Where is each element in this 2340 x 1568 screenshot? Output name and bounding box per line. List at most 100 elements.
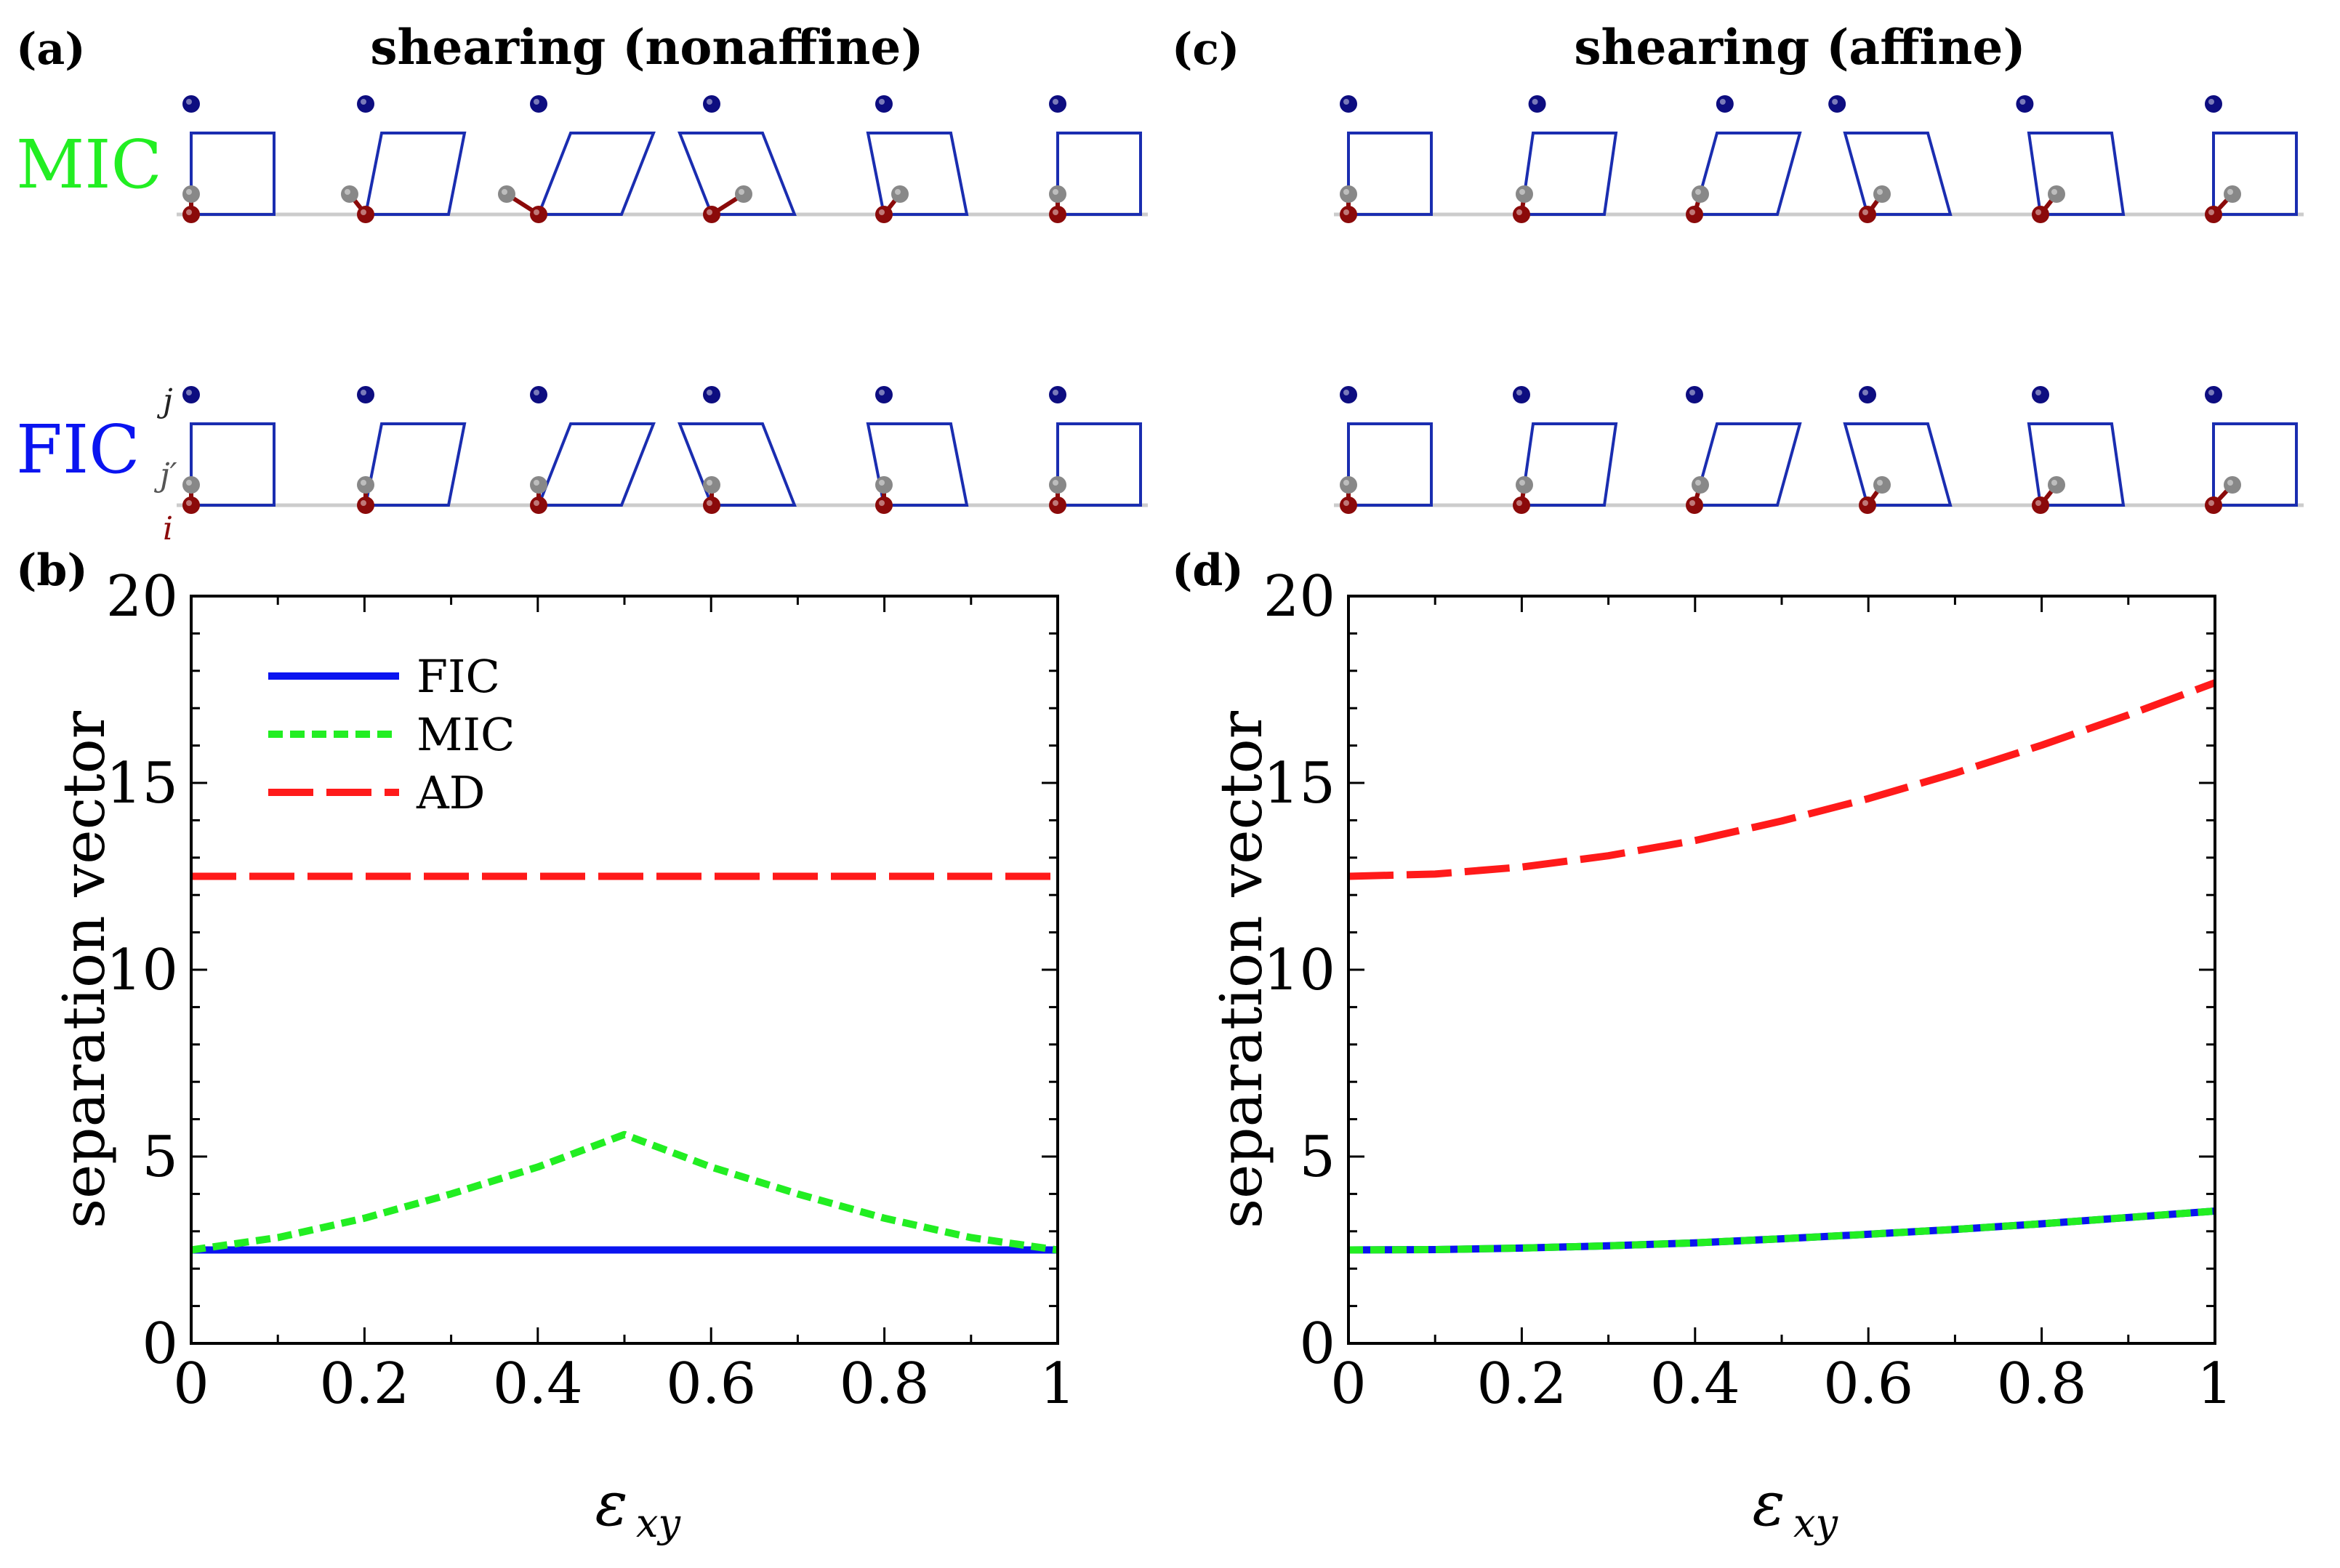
y-tick-label: 15 — [1263, 751, 1335, 816]
cell-box — [1692, 422, 1802, 507]
atom-jprime-shine — [186, 189, 192, 195]
atom-i-shine — [879, 500, 885, 506]
atom-jprime — [1049, 476, 1066, 494]
atom-i-shine — [2035, 209, 2041, 215]
y-axis-label: separation vector — [1207, 710, 1275, 1229]
atom-i — [2205, 206, 2222, 223]
atom-jprime-shine — [1053, 480, 1058, 486]
x-tick-label: 1 — [2197, 1351, 2233, 1417]
atom-i — [530, 496, 547, 514]
y-tick-label: 10 — [106, 938, 178, 1003]
atom-i-shine — [186, 209, 192, 215]
panel-label-b: (b) — [16, 545, 88, 596]
atom-i — [1686, 206, 1703, 223]
cell-box — [1843, 422, 1953, 507]
y-tick-label: 10 — [1263, 938, 1335, 1003]
title-nonaffine: shearing (nonaffine) — [370, 19, 923, 76]
atom-jprime — [2224, 476, 2241, 494]
cell-box — [190, 422, 276, 507]
legend-label-mic: MIC — [417, 708, 515, 761]
atom-i-shine — [1689, 500, 1695, 506]
atom-jprime-shine — [2227, 480, 2233, 486]
y-tick-label: 20 — [106, 564, 178, 630]
y-tick-label: 0 — [1299, 1311, 1335, 1377]
atom-i — [1859, 206, 1876, 223]
atom-jprime-shine — [895, 189, 901, 195]
atom-i — [1686, 496, 1703, 514]
atom-jprime-shine — [1877, 189, 1883, 195]
atom-jprime — [891, 185, 909, 203]
atom-j — [530, 95, 547, 113]
title-affine: shearing (affine) — [1574, 19, 2025, 76]
atom-i — [2205, 496, 2222, 514]
y-tick-label: 5 — [1299, 1125, 1335, 1190]
atom-j — [1049, 95, 1066, 113]
atom-j — [1049, 386, 1066, 403]
row-label-fic: FIC — [16, 411, 140, 489]
x-axis-label-sub: xy — [636, 1500, 681, 1546]
atom-i-shine — [707, 500, 712, 506]
atom-i — [182, 496, 200, 514]
atom-jprime-shine — [534, 480, 539, 486]
atom-j-shine — [1719, 99, 1726, 105]
atom-j-shine — [534, 99, 539, 105]
atom-i-shine — [361, 209, 366, 215]
atom-jprime — [1340, 185, 1357, 203]
atom-j — [182, 386, 200, 403]
atom-j — [1828, 95, 1846, 113]
atom-j — [703, 95, 720, 113]
cell-box — [1692, 132, 1802, 216]
atom-j — [1340, 95, 1357, 113]
atom-jprime — [530, 476, 547, 494]
atom-j-shine — [1832, 99, 1838, 105]
y-tick-label: 15 — [106, 751, 178, 816]
atom-j — [1340, 386, 1357, 403]
atom-jprime — [341, 185, 358, 203]
y-tick-label: 0 — [142, 1311, 178, 1377]
atom-i — [1859, 496, 1876, 514]
x-tick-label: 0.2 — [319, 1351, 409, 1417]
cell-box — [190, 132, 276, 216]
atom-j-shine — [1689, 390, 1695, 395]
x-tick-label: 1 — [1040, 1351, 1076, 1417]
x-tick-label: 0.8 — [1997, 1351, 2087, 1417]
atom-j — [1686, 386, 1703, 403]
y-tick-label: 5 — [142, 1125, 178, 1190]
atom-j — [1859, 386, 1876, 403]
atom-label-jprime: j′ — [153, 457, 177, 494]
atom-i-shine — [2208, 500, 2214, 506]
row-label-mic: MIC — [16, 126, 162, 204]
cell-box — [536, 422, 656, 507]
x-tick-label: 0.8 — [840, 1351, 930, 1417]
atom-jprime — [357, 476, 374, 494]
atom-i-shine — [1343, 500, 1349, 506]
x-axis-label-sub: xy — [1793, 1500, 1838, 1546]
cell-box — [1056, 132, 1142, 216]
series-mic — [190, 1130, 1058, 1254]
cell-box — [678, 422, 797, 507]
x-tick-label: 0 — [173, 1351, 209, 1417]
atom-i — [1513, 206, 1530, 223]
atom-j — [182, 95, 200, 113]
atom-j-shine — [361, 99, 366, 105]
atom-j-shine — [1343, 99, 1349, 105]
atom-j-shine — [2019, 99, 2026, 105]
atom-j-shine — [2208, 390, 2214, 395]
cell-box — [1519, 422, 1618, 507]
atom-jprime — [875, 476, 893, 494]
atom-jprime — [1692, 476, 1709, 494]
legend-label-ad: AD — [416, 766, 485, 819]
atom-i — [875, 206, 893, 223]
atom-j-shine — [879, 99, 885, 105]
atom-j-shine — [707, 390, 712, 395]
atom-i — [1340, 496, 1357, 514]
atom-j — [703, 386, 720, 403]
atom-j — [2016, 95, 2034, 113]
atom-i-shine — [879, 209, 885, 215]
atom-i — [357, 496, 374, 514]
atom-i — [2032, 206, 2049, 223]
atom-jprime — [1049, 185, 1066, 203]
panel-label-a: (a) — [16, 24, 86, 75]
